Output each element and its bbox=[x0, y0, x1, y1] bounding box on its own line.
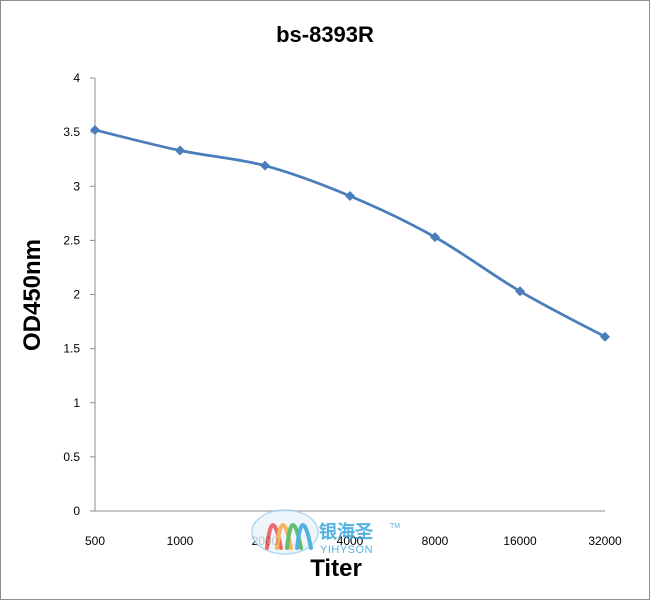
data-point-marker bbox=[430, 232, 440, 243]
logo-arc bbox=[295, 523, 313, 550]
watermark-cn-text: 银海圣 bbox=[319, 521, 374, 543]
data-point-marker bbox=[345, 190, 355, 201]
y-tick-label: 2 bbox=[73, 288, 80, 302]
y-tick-label: 1.5 bbox=[63, 342, 80, 356]
y-ticks: 0 0.5 1 1.5 2 2.5 3 3.5 4 bbox=[63, 71, 95, 518]
series-group bbox=[90, 124, 610, 342]
watermark-logo: 银海圣 TM YIHYSON bbox=[251, 509, 400, 556]
chart-title: bs-8393R bbox=[276, 22, 374, 47]
x-tick-label: 4000 bbox=[337, 534, 364, 548]
x-axis-label: Titer bbox=[310, 555, 362, 582]
series-line bbox=[94, 128, 606, 338]
y-tick-label: 2.5 bbox=[63, 233, 80, 247]
x-tick-label: 32000 bbox=[588, 534, 622, 548]
data-point-marker bbox=[175, 145, 185, 156]
x-tick-label: 1000 bbox=[167, 534, 194, 548]
x-tick-label: 16000 bbox=[503, 534, 537, 548]
data-point-marker bbox=[260, 160, 270, 171]
y-tick-label: 4 bbox=[73, 71, 80, 85]
y-tick-label: 3.5 bbox=[63, 125, 80, 139]
watermark-en-text: YIHYSON bbox=[320, 544, 373, 556]
y-tick-label: 3 bbox=[73, 179, 80, 193]
watermark-tm: TM bbox=[390, 523, 400, 530]
y-tick-label: 0 bbox=[73, 504, 80, 518]
y-axis-label: OD450nm bbox=[19, 239, 46, 351]
x-tick-label: 500 bbox=[85, 534, 105, 548]
data-point-marker bbox=[600, 331, 610, 342]
y-tick-label: 0.5 bbox=[63, 450, 80, 464]
data-point-marker bbox=[90, 124, 100, 135]
y-tick-label: 1 bbox=[73, 396, 80, 410]
x-tick-label: 8000 bbox=[422, 534, 449, 548]
yihyson-logo-icon bbox=[251, 509, 319, 555]
data-point-marker bbox=[515, 286, 525, 297]
